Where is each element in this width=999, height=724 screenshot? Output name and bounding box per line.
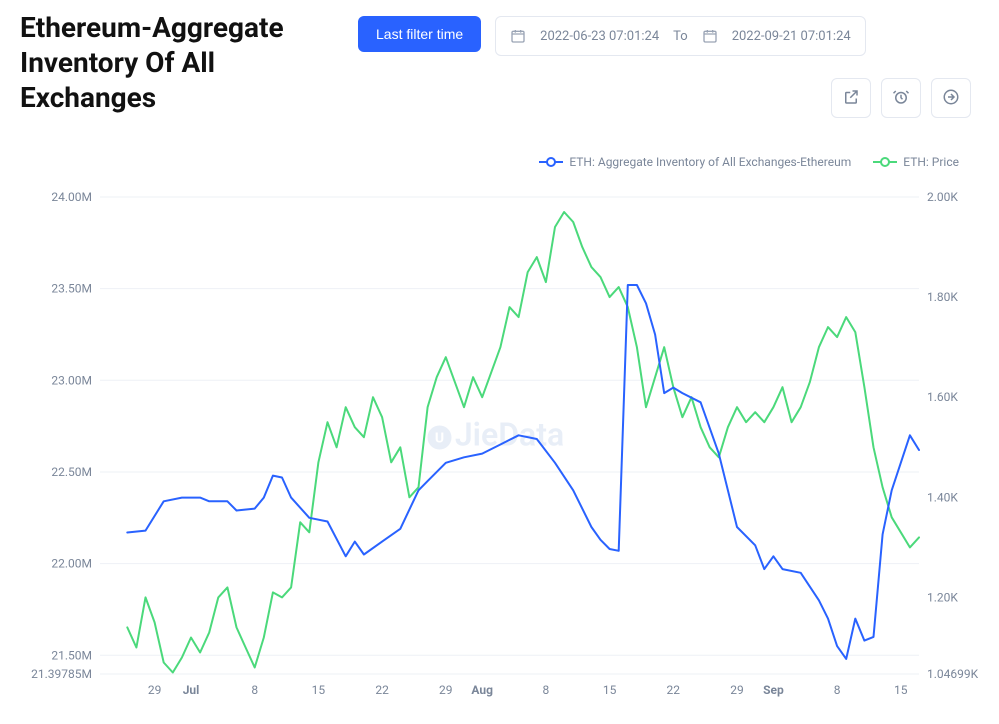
date-range-picker[interactable]: 2022-06-23 07:01:24 To 2022-09-21 07:01:…	[495, 16, 866, 56]
arrow-right-circle-icon	[942, 88, 960, 109]
legend-symbol-price	[873, 156, 897, 168]
svg-text:22.50M: 22.50M	[51, 465, 92, 479]
next-button[interactable]	[931, 78, 971, 118]
legend-label-inventory: ETH: Aggregate Inventory of All Exchange…	[569, 155, 851, 169]
chart-legend: ETH: Aggregate Inventory of All Exchange…	[539, 155, 959, 169]
svg-text:24.00M: 24.00M	[51, 190, 92, 204]
svg-text:15: 15	[894, 683, 908, 697]
svg-text:2.00K: 2.00K	[927, 190, 958, 204]
svg-text:21.50M: 21.50M	[51, 648, 92, 662]
date-from-text: 2022-06-23 07:01:24	[540, 29, 659, 44]
external-link-icon	[842, 88, 860, 109]
svg-text:1.04699K: 1.04699K	[927, 667, 979, 681]
last-filter-time-button[interactable]: Last filter time	[358, 16, 481, 52]
svg-text:8: 8	[543, 683, 550, 697]
svg-text:22: 22	[667, 683, 681, 697]
svg-text:Jul: Jul	[183, 683, 200, 697]
svg-text:U: U	[435, 431, 444, 447]
svg-text:21.39785M: 21.39785M	[31, 667, 92, 681]
svg-text:22: 22	[375, 683, 389, 697]
svg-text:23.00M: 23.00M	[51, 373, 92, 387]
svg-text:1.60K: 1.60K	[927, 390, 958, 404]
legend-symbol-inventory	[539, 156, 563, 168]
chart-area: 24.00M 23.50M 23.00M 22.50M 22.00M 21.50M 21.3…	[20, 185, 979, 714]
svg-text:Sep: Sep	[763, 683, 784, 697]
legend-item-price[interactable]: ETH: Price	[873, 155, 959, 169]
action-buttons-row	[831, 78, 971, 118]
svg-text:JieData: JieData	[455, 416, 564, 454]
svg-text:22.00M: 22.00M	[51, 557, 92, 571]
chart-svg: 24.00M 23.50M 23.00M 22.50M 22.00M 21.50M 21.3…	[20, 185, 979, 714]
svg-text:Aug: Aug	[471, 683, 493, 697]
legend-item-inventory[interactable]: ETH: Aggregate Inventory of All Exchange…	[539, 155, 851, 169]
svg-text:29: 29	[730, 683, 744, 697]
svg-text:1.80K: 1.80K	[927, 290, 958, 304]
svg-text:23.50M: 23.50M	[51, 282, 92, 296]
page-title: Ethereum-Aggregate Inventory Of All Exch…	[20, 10, 350, 115]
date-to-text: 2022-09-21 07:01:24	[732, 29, 851, 44]
svg-text:29: 29	[148, 683, 162, 697]
date-to-label: To	[673, 29, 688, 44]
svg-text:15: 15	[603, 683, 617, 697]
share-button[interactable]	[831, 78, 871, 118]
legend-label-price: ETH: Price	[903, 155, 959, 169]
svg-text:8: 8	[834, 683, 841, 697]
svg-text:29: 29	[439, 683, 453, 697]
calendar-icon	[510, 28, 526, 44]
alert-button[interactable]	[881, 78, 921, 118]
svg-text:1.40K: 1.40K	[927, 490, 958, 504]
svg-text:15: 15	[312, 683, 326, 697]
alarm-icon	[892, 88, 910, 109]
calendar-icon	[702, 28, 718, 44]
svg-text:8: 8	[251, 683, 258, 697]
svg-text:1.20K: 1.20K	[927, 590, 958, 604]
